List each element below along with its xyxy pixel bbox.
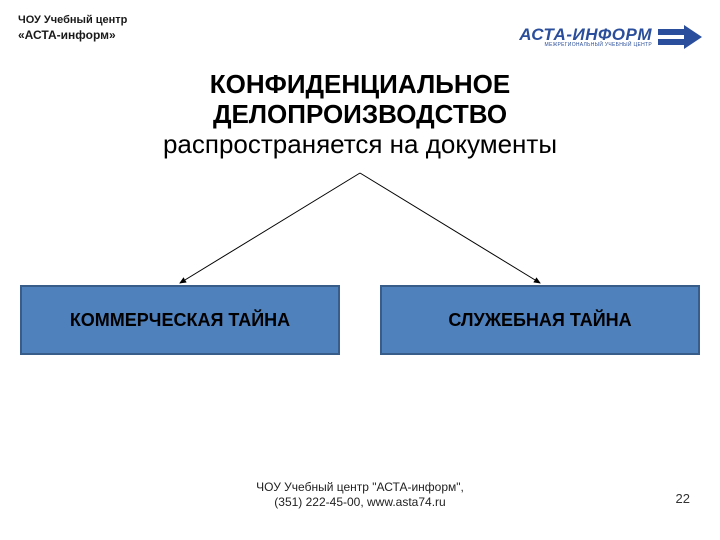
slide-title: КОНФИДЕНЦИАЛЬНОЕ ДЕЛОПРОИЗВОДСТВО распро… (0, 70, 720, 160)
footer-line1: ЧОУ Учебный центр "АСТА-информ", (0, 480, 720, 495)
slide-footer: ЧОУ Учебный центр "АСТА-информ", (351) 2… (0, 480, 720, 510)
title-line1: КОНФИДЕНЦИАЛЬНОЕ (0, 70, 720, 100)
slide-header: ЧОУ Учебный центр «АСТА-информ» АСТА-ИНФ… (0, 14, 720, 60)
logo-left: ЧОУ Учебный центр «АСТА-информ» (18, 14, 127, 60)
logo-left-line1: ЧОУ Учебный центр (18, 14, 127, 28)
diagram-edges (0, 165, 720, 395)
brand-text: АСТА-ИНФОРМ МЕЖРЕГИОНАЛЬНЫЙ УЧЕБНЫЙ ЦЕНТ… (519, 26, 652, 48)
diagram-area: КОММЕРЧЕСКАЯ ТАЙНА СЛУЖЕБНАЯ ТАЙНА (0, 165, 720, 395)
diagram-edge (180, 173, 360, 283)
title-line2: ДЕЛОПРОИЗВОДСТВО (0, 100, 720, 130)
diagram-edge (360, 173, 540, 283)
page-number: 22 (676, 491, 690, 506)
diagram-node-commercial: КОММЕРЧЕСКАЯ ТАЙНА (20, 285, 340, 355)
brand-arrow-icon (658, 25, 702, 49)
logo-left-line2: «АСТА-информ» (18, 28, 127, 43)
title-line3: распространяется на документы (0, 130, 720, 160)
brand-name: АСТА-ИНФОРМ (519, 26, 652, 43)
diagram-node-official: СЛУЖЕБНАЯ ТАЙНА (380, 285, 700, 355)
logo-right: АСТА-ИНФОРМ МЕЖРЕГИОНАЛЬНЫЙ УЧЕБНЫЙ ЦЕНТ… (519, 14, 702, 60)
footer-line2: (351) 222-45-00, www.asta74.ru (0, 495, 720, 510)
